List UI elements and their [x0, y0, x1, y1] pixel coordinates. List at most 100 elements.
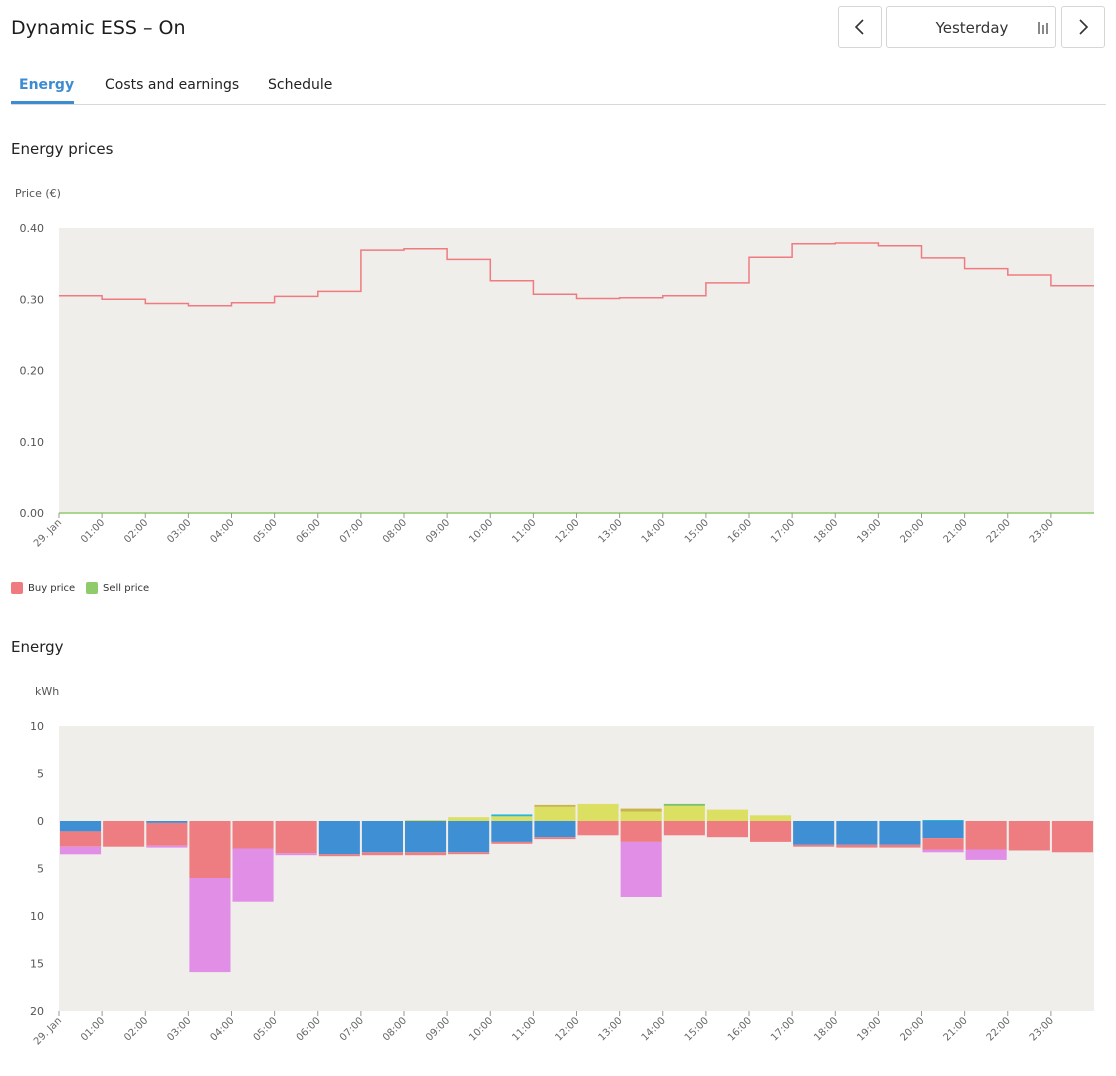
previous-day-button[interactable]	[838, 6, 882, 48]
price-y-tick-label: 0.40	[20, 222, 45, 235]
price-x-tick-label: 19:00	[855, 517, 883, 545]
energy-x-tick-label: 12:00	[553, 1015, 581, 1043]
energy-bar-segment	[361, 821, 403, 853]
energy-bar-segment	[275, 853, 317, 856]
energy-y-tick-label: 5	[37, 768, 44, 781]
energy-x-tick-label: 16:00	[726, 1015, 754, 1043]
energy-bar-segment	[836, 821, 878, 845]
energy-y-tick-label: 10	[30, 910, 44, 923]
energy-bar-segment	[965, 821, 1007, 850]
energy-y-tick-label: 15	[30, 958, 44, 971]
price-x-tick-label: 02:00	[122, 517, 150, 545]
tab-bar: Energy Costs and earnings Schedule	[11, 68, 1106, 105]
tab-costs-and-earnings[interactable]: Costs and earnings	[105, 77, 240, 93]
buy-price-swatch	[11, 582, 23, 594]
price-x-tick-label: 23:00	[1028, 517, 1056, 545]
energy-y-tick-label: 20	[30, 1005, 44, 1018]
date-picker[interactable]: Yesterday	[886, 6, 1056, 48]
sell-price-swatch	[86, 582, 98, 594]
energy-x-tick-label: 02:00	[122, 1015, 150, 1043]
price-x-tick-label: 21:00	[942, 517, 970, 545]
energy-bar-segment	[577, 821, 619, 836]
energy-y-tick-label: 5	[37, 863, 44, 876]
price-y-tick-label: 0.30	[20, 293, 45, 306]
energy-bar-segment	[405, 821, 447, 853]
price-x-tick-label: 15:00	[683, 517, 711, 545]
price-x-tick-label: 06:00	[295, 517, 323, 545]
energy-x-tick-label: 29. Jan	[32, 1015, 64, 1047]
energy-bar-segment	[879, 844, 921, 848]
energy-bar-segment	[361, 852, 403, 856]
tab-schedule[interactable]: Schedule	[268, 77, 333, 93]
price-x-tick-label: 08:00	[381, 517, 409, 545]
price-x-tick-label: 10:00	[467, 517, 495, 545]
energy-x-tick-label: 09:00	[424, 1015, 452, 1043]
energy-x-tick-label: 19:00	[855, 1015, 883, 1043]
energy-bar-segment	[60, 846, 102, 855]
price-x-tick-label: 18:00	[812, 517, 840, 545]
energy-bar-segment	[577, 803, 619, 821]
energy-bar-segment	[922, 820, 964, 821]
energy-bar-segment	[146, 822, 188, 846]
next-day-button[interactable]	[1061, 6, 1105, 48]
prices-unit-label: Price (€)	[15, 187, 61, 200]
price-y-tick-label: 0.20	[20, 365, 45, 378]
energy-bar-segment	[60, 831, 102, 847]
energy-bar-segment	[318, 821, 360, 855]
energy-bar-segment	[491, 821, 533, 842]
header: Dynamic ESS – On Yesterday	[0, 0, 1116, 60]
energy-bar-segment	[1008, 821, 1050, 851]
energy-section-title: Energy	[11, 638, 64, 656]
series-line-buy-price	[59, 242, 1094, 307]
price-x-tick-label: 01:00	[79, 517, 107, 545]
energy-bar-segment	[491, 814, 533, 817]
energy-x-tick-label: 17:00	[769, 1015, 797, 1043]
energy-bar-segment	[491, 841, 533, 844]
energy-x-tick-label: 07:00	[338, 1015, 366, 1043]
energy-bar-segment	[922, 838, 964, 850]
energy-x-tick-label: 14:00	[640, 1015, 668, 1043]
energy-x-tick-label: 05:00	[252, 1015, 280, 1043]
energy-x-tick-label: 08:00	[381, 1015, 409, 1043]
legend-sell-price[interactable]: Sell price	[86, 582, 149, 594]
energy-bar-segment	[1051, 821, 1093, 853]
energy-bar-segment	[793, 844, 835, 847]
price-x-tick-label: 11:00	[510, 517, 538, 545]
tab-energy[interactable]: Energy	[19, 77, 75, 93]
energy-bar-segment	[534, 806, 576, 822]
energy-plot-area	[59, 726, 1094, 1011]
energy-bar-segment	[663, 805, 705, 821]
price-x-tick-label: 17:00	[769, 517, 797, 545]
energy-x-tick-label: 22:00	[985, 1015, 1013, 1043]
price-x-tick-label: 22:00	[985, 517, 1013, 545]
energy-bar-segment	[189, 878, 231, 973]
price-x-tick-label: 04:00	[208, 517, 236, 545]
energy-bar-segment	[836, 844, 878, 848]
prices-section-title: Energy prices	[11, 140, 114, 158]
price-x-tick-label: 12:00	[553, 517, 581, 545]
legend-buy-price[interactable]: Buy price	[11, 582, 75, 594]
energy-bar-segment	[620, 821, 662, 842]
energy-bar-segment	[60, 821, 102, 832]
energy-bar-segment	[534, 804, 576, 807]
date-label: Yesterday	[935, 19, 1009, 37]
price-x-tick-label: 07:00	[338, 517, 366, 545]
energy-bar-segment	[922, 849, 964, 853]
energy-bar-segment	[491, 816, 533, 822]
energy-bar-segment	[620, 811, 662, 821]
energy-x-tick-label: 20:00	[898, 1015, 926, 1043]
energy-x-tick-label: 01:00	[79, 1015, 107, 1043]
energy-bar-segment	[405, 852, 447, 856]
energy-bar-segment	[448, 852, 490, 855]
energy-bar-segment	[706, 821, 748, 838]
energy-bar-segment	[879, 821, 921, 845]
energy-bar-segment	[232, 848, 274, 902]
energy-x-tick-label: 13:00	[597, 1015, 625, 1043]
energy-x-tick-label: 03:00	[165, 1015, 193, 1043]
price-x-tick-label: 29. Jan	[32, 517, 64, 549]
legend-sell-price-label: Sell price	[103, 582, 150, 594]
energy-bar-segment	[189, 821, 231, 878]
energy-x-tick-label: 15:00	[683, 1015, 711, 1043]
energy-bar-segment	[405, 820, 447, 821]
